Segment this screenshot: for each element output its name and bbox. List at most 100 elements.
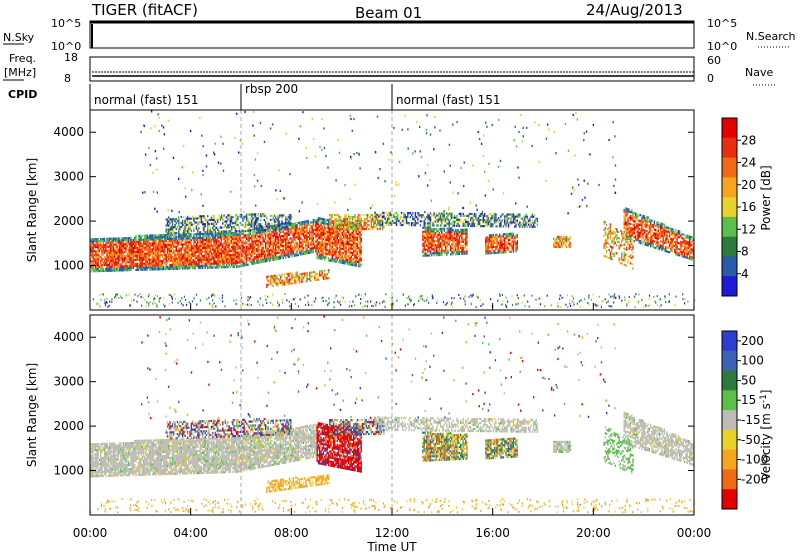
echo-cell: [222, 250, 224, 253]
echo-cell: [157, 244, 160, 247]
echo-cell: [145, 244, 147, 247]
echo-cell: [317, 217, 320, 220]
echo-cell: [339, 261, 341, 264]
echo-cell: [125, 245, 127, 248]
echo-cell: [309, 271, 311, 274]
echo-cell: [236, 235, 238, 238]
echo-cell: [194, 257, 196, 260]
echo-cell: [92, 248, 94, 251]
echo-cell: [264, 246, 267, 249]
echo-cell: [433, 220, 435, 223]
echo-cell: [197, 239, 199, 242]
echo-cell: [258, 239, 260, 242]
echo-cell: [448, 231, 450, 234]
echo-cell: [193, 243, 195, 246]
echo-cell: [189, 241, 191, 244]
echo-cell: [285, 248, 287, 251]
echo-cell: [276, 258, 278, 261]
echo-cell: [117, 261, 120, 264]
echo-cell: [102, 249, 104, 252]
echo-cell: [147, 264, 150, 267]
echo-cell: [161, 236, 164, 239]
echo-cell: [341, 253, 344, 256]
echo-cell: [180, 239, 182, 242]
echo-cell: [300, 221, 302, 224]
echo-cell: [130, 251, 132, 254]
echo-cell: [262, 240, 264, 243]
echo-cell: [188, 253, 190, 256]
echo-cell: [203, 246, 205, 249]
echo-cell: [332, 222, 335, 225]
echo-cell: [448, 229, 450, 232]
echo-cell: [227, 246, 229, 249]
echo-cell: [249, 217, 252, 220]
echo-cell: [222, 264, 224, 267]
echo-cell: [249, 245, 252, 248]
echo-cell: [438, 239, 440, 243]
echo-cell: [126, 269, 128, 272]
echo-cell: [293, 222, 296, 225]
echo-cell: [140, 260, 142, 263]
echo-cell: [252, 230, 254, 233]
echo-cell: [152, 262, 155, 265]
echo-cell: [360, 247, 362, 250]
echo-cell: [215, 238, 218, 241]
echo-cell: [116, 247, 118, 250]
echo-cell: [244, 250, 247, 253]
echo-cell: [190, 249, 193, 252]
echo-cell: [360, 226, 362, 229]
echo-cell: [222, 216, 224, 219]
echo-cell: [283, 238, 286, 241]
echo-cell: [327, 225, 330, 228]
echo-cell: [96, 238, 98, 241]
echo-cell: [298, 279, 301, 282]
echo-cell: [356, 260, 359, 263]
echo-cell: [166, 245, 169, 249]
echo-cell: [222, 230, 224, 233]
echo-cell: [358, 216, 360, 219]
echo-cell: [267, 222, 269, 225]
echo-cell: [200, 254, 203, 258]
echo-cell: [360, 229, 362, 232]
echo-cell: [118, 257, 121, 260]
echo-cell: [194, 253, 196, 256]
echo-cell: [319, 255, 321, 258]
echo-cell: [441, 243, 443, 246]
echo-cell: [142, 244, 145, 247]
echo-cell: [198, 244, 200, 248]
echo-cell: [485, 223, 487, 226]
echo-cell: [258, 247, 260, 250]
echo-cell: [189, 247, 191, 250]
echo-cell: [95, 266, 97, 269]
echo-cell: [297, 227, 299, 231]
echo-cell: [256, 261, 258, 265]
echo-cell: [200, 266, 203, 270]
echo-cell: [150, 262, 152, 265]
echo-cell: [285, 222, 287, 225]
echo-cell: [276, 226, 278, 229]
echo-cell: [232, 233, 234, 237]
echo-cell: [168, 253, 170, 256]
cpid-label: CPID: [8, 88, 37, 101]
echo-cell: [152, 238, 155, 241]
echo-cell: [353, 224, 355, 227]
echo-cell: [220, 246, 223, 249]
echo-cell: [218, 254, 220, 257]
echo-cell: [170, 253, 172, 256]
echo-cell: [481, 213, 483, 216]
echo-cell: [210, 264, 213, 267]
echo-cell: [277, 239, 279, 242]
echo-cell: [511, 213, 513, 216]
echo-cell: [212, 230, 214, 233]
echo-cell: [217, 244, 219, 247]
echo-cell: [243, 256, 245, 259]
echo-cell: [90, 240, 92, 243]
echo-cell: [105, 257, 107, 260]
echo-cell: [257, 243, 259, 246]
echo-cell: [359, 253, 361, 256]
echo-cell: [176, 265, 179, 268]
echo-cell: [287, 216, 289, 219]
echo-cell: [345, 258, 347, 261]
echo-cell: [319, 217, 321, 220]
echo-cell: [257, 249, 259, 252]
